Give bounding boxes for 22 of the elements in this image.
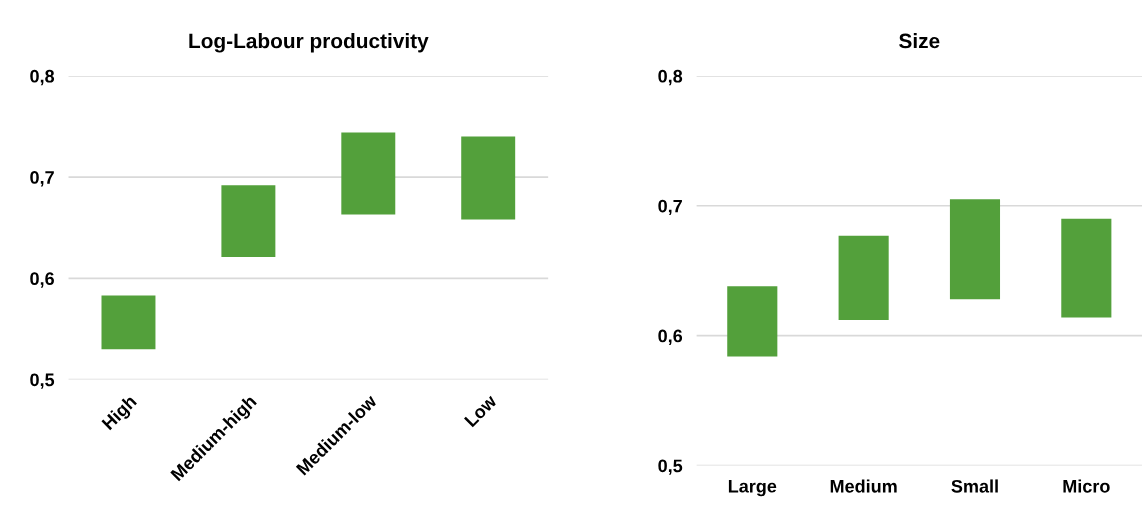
y-tick-label: 0,5 — [658, 459, 683, 475]
x-tick-label: Large — [728, 479, 777, 497]
x-tick-label: Medium — [830, 479, 897, 493]
bar — [221, 185, 276, 258]
bar — [1061, 218, 1112, 318]
chart-title: Size — [899, 33, 940, 49]
y-tick-label: 0,5 — [30, 373, 55, 389]
y-tick-label: 0,6 — [658, 329, 683, 345]
y-tick-label: 0,6 — [30, 272, 54, 288]
bar — [949, 199, 1001, 300]
x-tick-label: Micro — [1063, 479, 1110, 493]
bar — [838, 235, 889, 321]
chart-title: Log-Labour productivity — [189, 33, 429, 53]
bar — [101, 295, 156, 350]
bar — [341, 132, 396, 215]
y-tick-label: 0,8 — [658, 69, 683, 86]
y-tick-label: 0,7 — [658, 199, 682, 216]
bar — [461, 136, 516, 220]
x-tick-label: Small — [951, 479, 998, 493]
y-tick-label: 0,7 — [30, 171, 54, 187]
bar — [727, 286, 778, 357]
y-tick-label: 0,8 — [30, 69, 55, 86]
